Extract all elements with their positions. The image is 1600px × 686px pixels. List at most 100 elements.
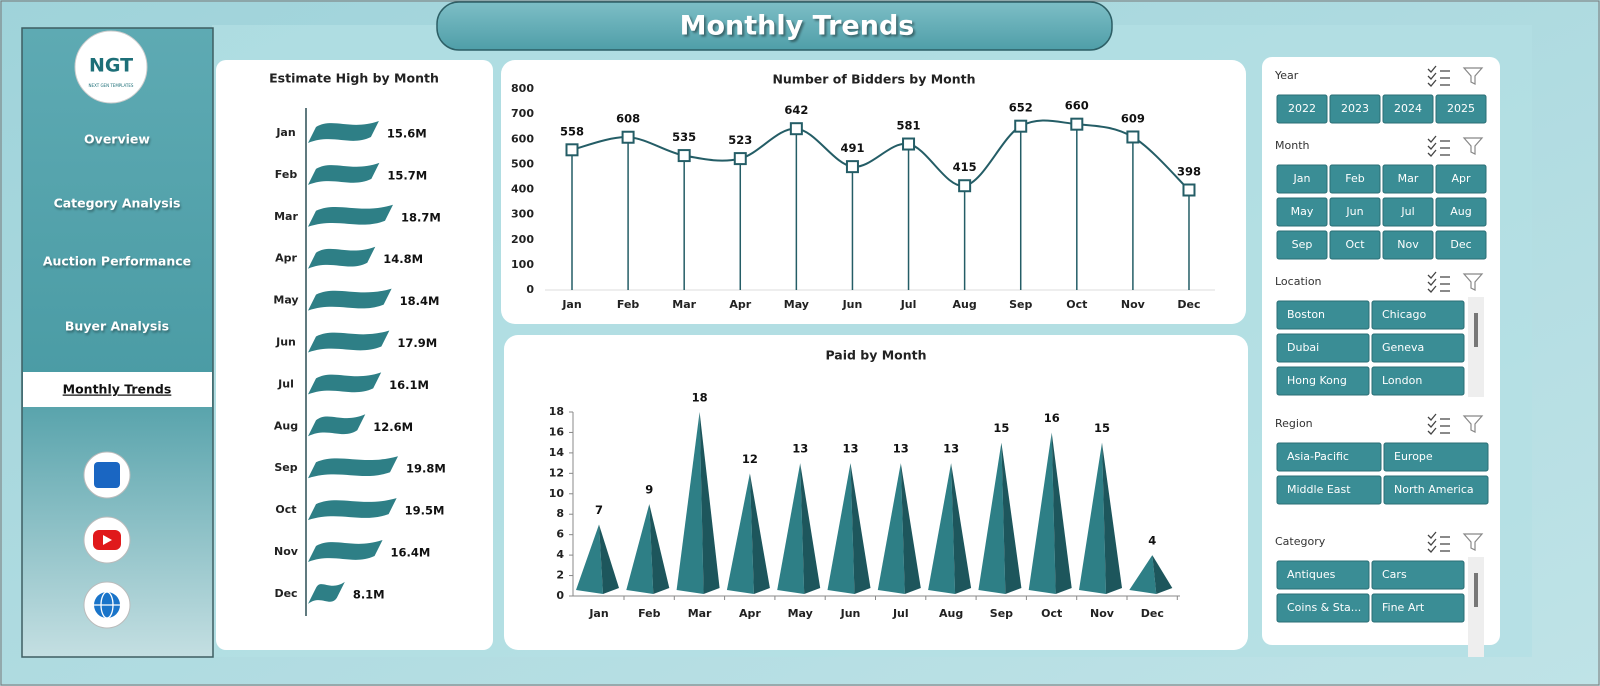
slicer-button[interactable] [1276,230,1328,260]
slicer-item[interactable]: Dec [1450,238,1471,251]
slicer-item[interactable]: Aug [1450,205,1471,218]
nav-item[interactable]: Category Analysis [54,196,181,211]
slicer-item[interactable]: Middle East [1287,483,1351,496]
slicer-button[interactable] [1276,197,1328,227]
slicer-button[interactable] [1382,164,1434,194]
multi-select-icon[interactable] [1427,531,1450,553]
category-label: Jan [275,126,295,139]
slicer-button[interactable] [1276,560,1370,590]
slicer-button[interactable] [1435,164,1487,194]
nav-item[interactable]: Buyer Analysis [65,319,169,334]
slicer-item[interactable]: Jan [1293,172,1311,185]
slicer-item[interactable]: Nov [1397,238,1419,251]
pyramid-front [1028,432,1056,594]
nav-active-bg [23,372,212,407]
slicer-item[interactable]: Sep [1292,238,1313,251]
slicer-item[interactable]: Mar [1398,172,1419,185]
slicer-button[interactable] [1329,164,1381,194]
slicer-button[interactable] [1329,94,1381,124]
slicer-button[interactable] [1383,442,1489,472]
clear-filter-icon[interactable] [1462,273,1484,291]
value-label: 16.4M [391,546,431,560]
slicer-button[interactable] [1276,333,1370,363]
slicer-item[interactable]: Jun [1345,205,1363,218]
scroll-thumb[interactable] [1474,573,1478,607]
pyramid-side [749,473,770,594]
multi-select-icon[interactable] [1427,135,1450,157]
slicer-item[interactable]: 2022 [1288,102,1316,115]
slicer-button[interactable] [1382,94,1434,124]
clear-filter-icon[interactable] [1462,137,1484,155]
slicer-item[interactable]: Europe [1394,450,1433,463]
clear-filter-icon[interactable] [1462,533,1484,551]
marker [845,160,859,174]
slicer-item[interactable]: 2023 [1341,102,1369,115]
value-label: 608 [616,112,640,126]
slicer-button[interactable] [1435,230,1487,260]
slicer-item[interactable]: Feb [1345,172,1364,185]
nav-item[interactable]: Monthly Trends [63,382,172,397]
slicer-item[interactable]: May [1291,205,1314,218]
slicer-button[interactable] [1383,475,1489,505]
clear-filter-icon[interactable] [1462,415,1484,433]
value-label: 12.6M [373,420,413,434]
value-label: 18 [692,391,708,405]
slicer-item[interactable]: Hong Kong [1287,374,1347,387]
slicer-title: Location [1275,275,1322,288]
slicer-button[interactable] [1329,197,1381,227]
clear-filter-icon[interactable] [1462,67,1484,85]
slicer-button[interactable] [1435,94,1487,124]
slicer-item[interactable]: Antiques [1287,568,1336,581]
slicer-button[interactable] [1276,442,1382,472]
slicer-item[interactable]: London [1382,374,1422,387]
slicer-title: Month [1275,139,1310,152]
slicer-button[interactable] [1276,94,1328,124]
slicer-item[interactable]: Dubai [1287,341,1319,354]
multi-select-icon[interactable] [1427,65,1450,87]
slicer-button[interactable] [1435,197,1487,227]
bar [308,288,392,311]
slicer-button[interactable] [1371,560,1465,590]
value-label: 15.7M [387,168,427,182]
slicer-item[interactable]: Chicago [1382,308,1426,321]
nav-item[interactable]: Auction Performance [43,254,191,269]
slicer-item[interactable]: Oct [1345,238,1365,251]
slicer-button[interactable] [1329,230,1381,260]
category-label: Jul [277,377,294,390]
slicer-item[interactable]: Jul [1400,205,1414,218]
slicer-button[interactable] [1276,366,1370,396]
slicer-item[interactable]: Asia-Pacific [1287,450,1349,463]
slicer-button[interactable] [1382,197,1434,227]
x-tick-label: May [788,607,813,620]
scroll-thumb[interactable] [1474,313,1478,347]
slicer-item[interactable]: Cars [1382,568,1407,581]
slicer-button[interactable] [1276,475,1382,505]
value-label: 18.7M [401,210,441,224]
slicer-button[interactable] [1371,300,1465,330]
slicer-item[interactable]: Apr [1451,172,1471,185]
slicer-button[interactable] [1382,230,1434,260]
bar [308,498,397,521]
slicer-item[interactable]: Geneva [1382,341,1424,354]
nav-item[interactable]: Overview [84,132,150,147]
slicer-item[interactable]: 2024 [1394,102,1422,115]
slicer-item[interactable]: Fine Art [1382,601,1425,614]
slicer-button[interactable] [1276,300,1370,330]
pyramid-front [978,442,1006,594]
social-icons [83,451,131,629]
slicer-item[interactable]: Coins & Sta... [1287,601,1361,614]
slicer-item[interactable]: North America [1394,483,1474,496]
multi-select-icon[interactable] [1427,271,1450,293]
slicer-button[interactable] [1276,164,1328,194]
pyramid-front [1079,442,1106,594]
slicer-item[interactable]: Boston [1287,308,1325,321]
chart-title: Number of Bidders by Month [772,72,975,87]
chart-title: Paid by Month [825,348,926,363]
multi-select-icon[interactable] [1427,413,1450,435]
slicer-button[interactable] [1371,593,1465,623]
slicer-button[interactable] [1276,593,1370,623]
slicer-button[interactable] [1371,366,1465,396]
value-label: 398 [1177,165,1201,179]
slicer-item[interactable]: 2025 [1447,102,1475,115]
slicer-button[interactable] [1371,333,1465,363]
